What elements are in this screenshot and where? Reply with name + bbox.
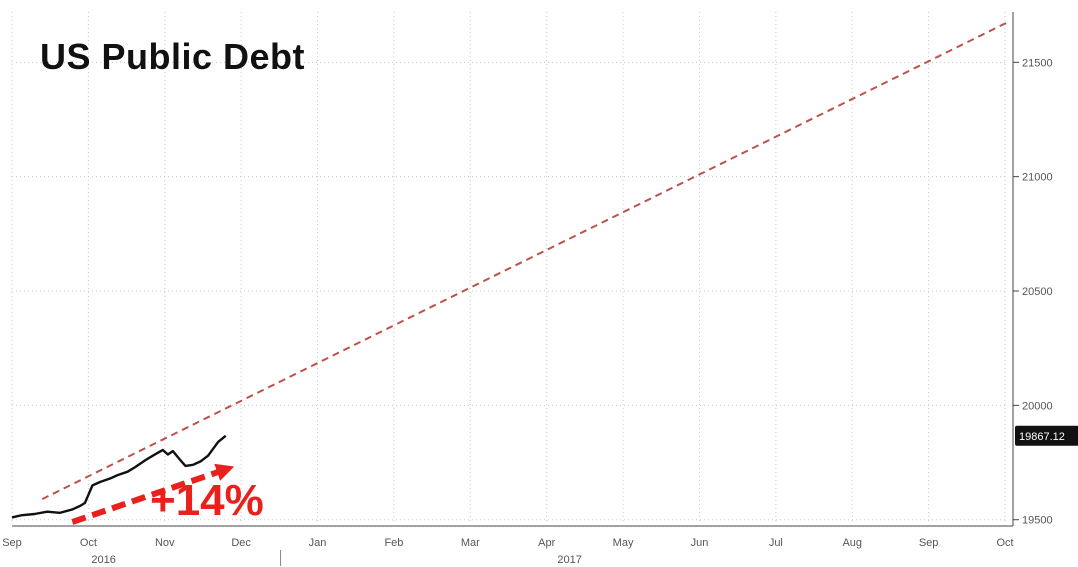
x-tick-label: Sep [919, 537, 939, 549]
x-tick-label: Dec [231, 537, 251, 549]
x-tick-label: Aug [842, 537, 862, 549]
x-tick-label: Feb [384, 537, 403, 549]
x-tick-label: Jul [769, 537, 783, 549]
y-tick-label: 20000 [1022, 400, 1053, 412]
y-tick-label: 20500 [1022, 286, 1053, 298]
debt-line [11, 434, 227, 519]
y-tick-label: 21000 [1022, 172, 1053, 184]
value-label: 19867.12 [1015, 425, 1078, 446]
x-year-label: 2017 [557, 554, 581, 566]
y-tick-label: 21500 [1022, 57, 1053, 69]
last-value-label: 19867.12 [1019, 431, 1065, 443]
x-tick-label: Oct [996, 537, 1013, 549]
series [11, 21, 1008, 525]
chart-title: US Public Debt [40, 36, 306, 77]
x-tick-label: Jun [691, 537, 709, 549]
x-tick-label: Oct [80, 537, 97, 549]
x-tick-label: Apr [538, 537, 555, 549]
x-tick-label: Mar [461, 537, 480, 549]
x-tick-label: Jan [309, 537, 327, 549]
last-value-box [1015, 425, 1078, 446]
grid-lines [11, 12, 1006, 522]
x-year-label: 2016 [91, 554, 115, 566]
y-tick-label: 19500 [1022, 515, 1053, 527]
axes: 19500 20000 20500 21000 21500 Sep Oct Nov Dec Jan… [2, 12, 1053, 566]
x-tick-label: May [613, 537, 634, 549]
x-tick-label: Nov [155, 537, 175, 549]
growth-annotation: +14% [150, 476, 264, 525]
projection-line [41, 21, 1008, 501]
x-tick-label: Sep [2, 537, 22, 549]
growth-arrow [71, 463, 235, 525]
